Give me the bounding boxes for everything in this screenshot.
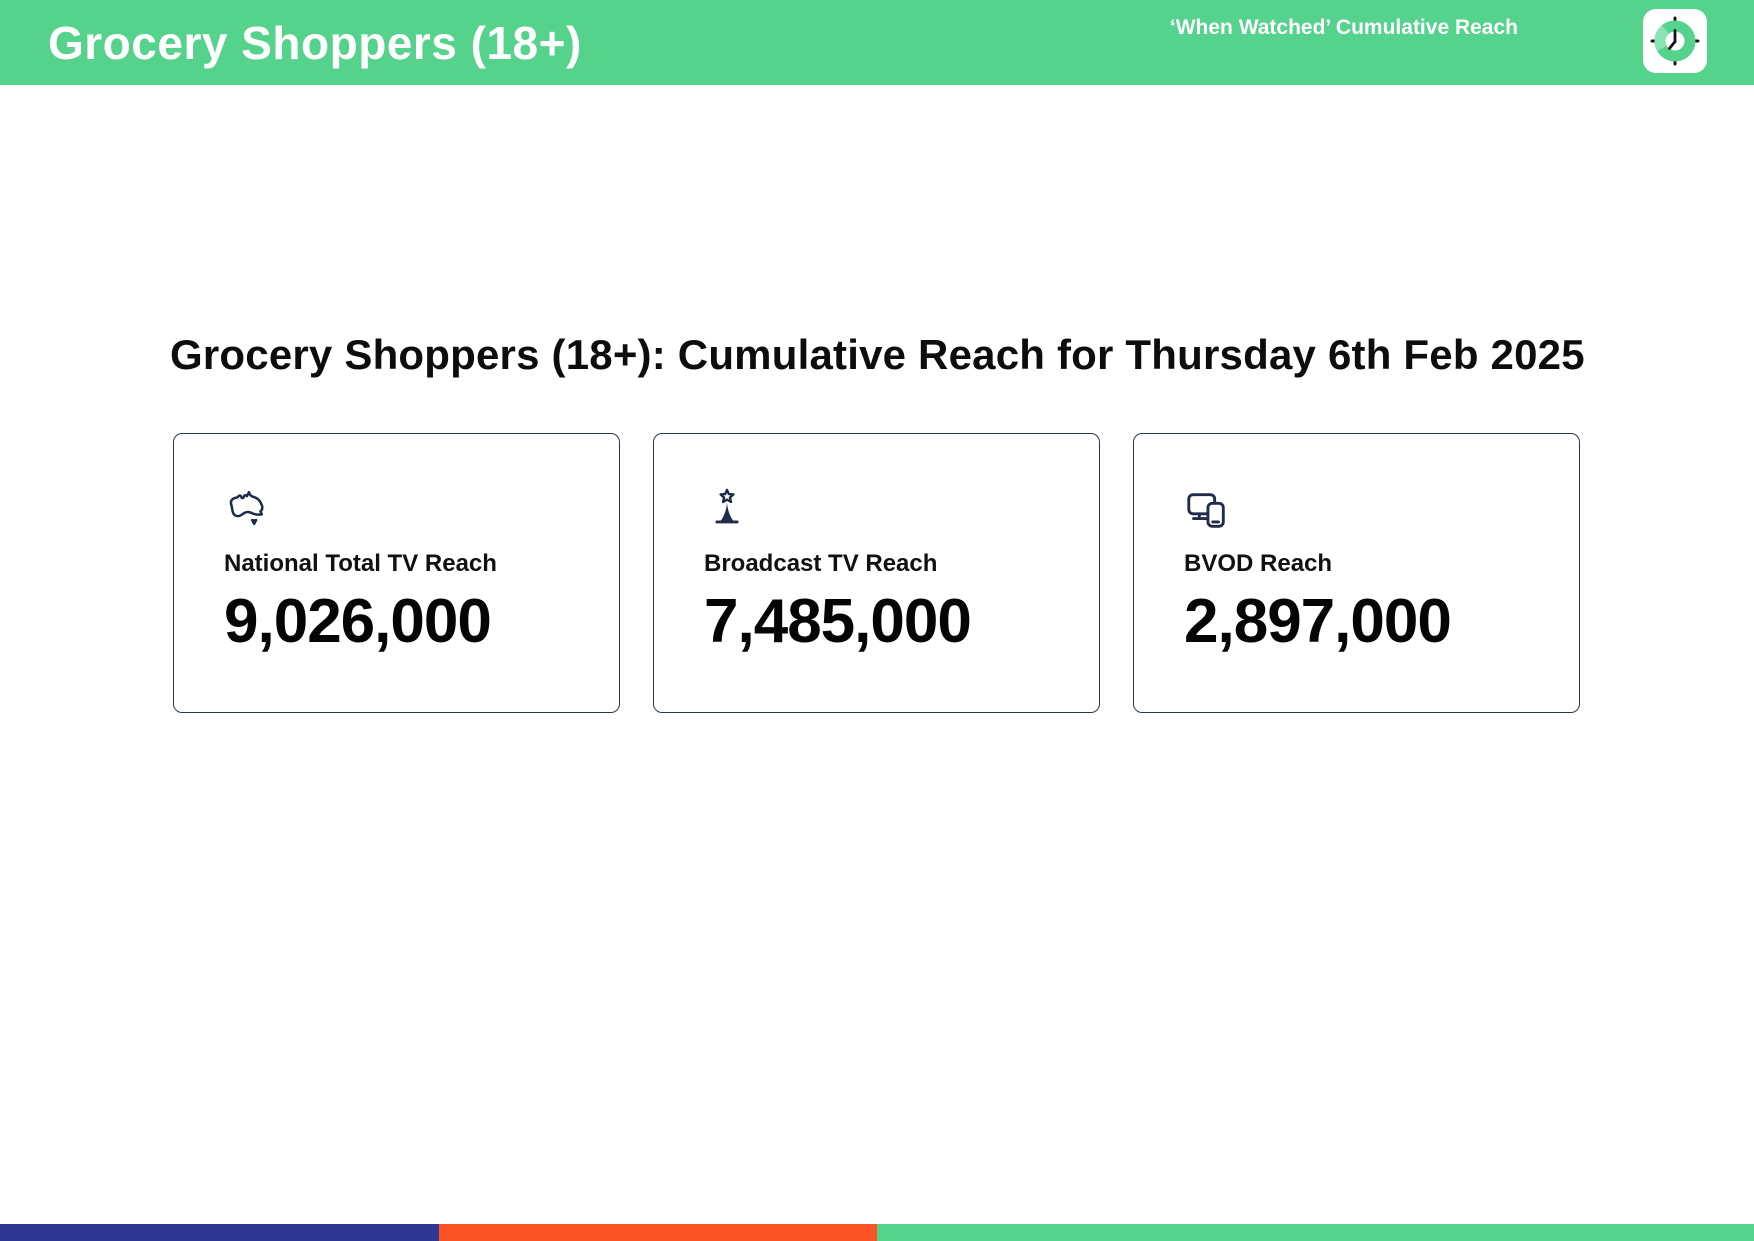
brand-color-bar [0, 1224, 1754, 1241]
card-value: 7,485,000 [704, 587, 972, 656]
card-label: Broadcast TV Reach [704, 550, 938, 577]
card-label: National Total TV Reach [224, 550, 497, 577]
card-value: 9,026,000 [224, 587, 492, 656]
kpi-card-row: National Total TV Reach 9,026,000 Broadc… [173, 433, 1580, 713]
card-broadcast-tv-reach: Broadcast TV Reach 7,485,000 [653, 433, 1100, 713]
brand-bar-segment-orange [438, 1224, 877, 1241]
brand-bar-segment-green [877, 1224, 1754, 1241]
brand-bar-segment-navy [0, 1224, 439, 1241]
card-national-total-tv-reach: National Total TV Reach 9,026,000 [173, 433, 620, 713]
card-bvod-reach: BVOD Reach 2,897,000 [1133, 433, 1580, 713]
tv-and-mobile-devices-icon [1184, 486, 1230, 532]
card-label: BVOD Reach [1184, 550, 1333, 577]
header-bar: Grocery Shoppers (18+) ‘When Watched’ Cu… [0, 0, 1754, 85]
australia-map-icon [224, 486, 270, 532]
clock-icon [1643, 9, 1707, 73]
broadcast-tower-icon [704, 486, 750, 532]
card-value: 2,897,000 [1184, 587, 1452, 656]
header-tagline: ‘When Watched’ Cumulative Reach [1169, 16, 1518, 39]
page-title: Grocery Shoppers (18+): Cumulative Reach… [170, 331, 1585, 378]
header-title: Grocery Shoppers (18+) [48, 16, 582, 69]
